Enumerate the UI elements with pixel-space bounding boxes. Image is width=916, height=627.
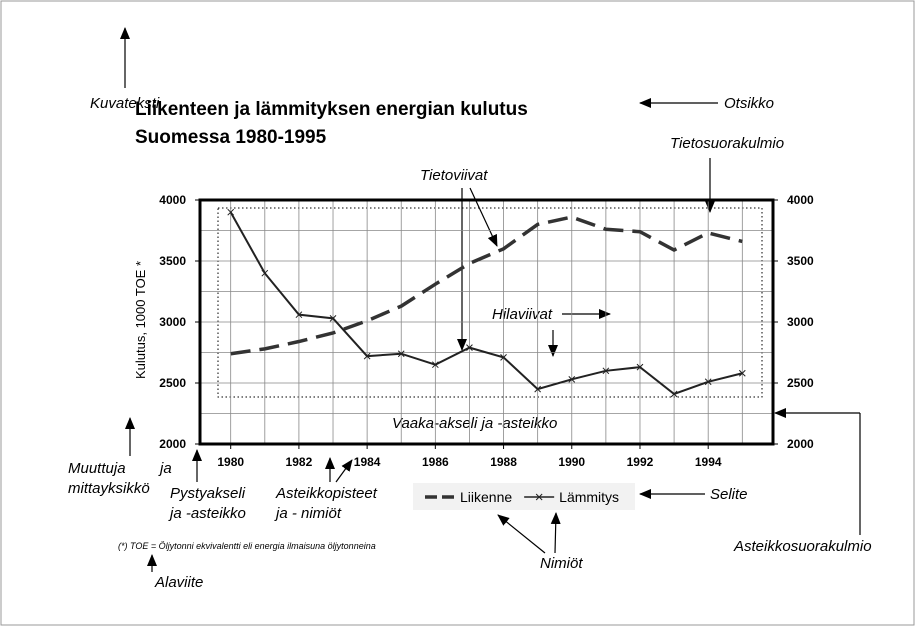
annotation: ja - nimiöt	[274, 505, 342, 522]
y-label: Kulutus, 1000 TOE *	[133, 261, 148, 379]
y-tick-label: 3500	[159, 254, 186, 268]
y-tick-label: 3000	[159, 315, 186, 329]
y2-tick-label: 3000	[787, 315, 814, 329]
y-tick-label: 4000	[159, 193, 186, 207]
point-marker	[704, 378, 712, 386]
y2-tick-label: 2000	[787, 437, 814, 451]
plot-border	[198, 198, 775, 446]
point-marker	[227, 208, 235, 216]
x-tick-label: 1986	[422, 455, 449, 469]
point-marker	[500, 354, 507, 361]
x-tick-label: 1992	[627, 455, 654, 469]
texts: Liikenteen ja lämmityksen energian kulut…	[68, 95, 872, 591]
annotation: ja -asteikko	[168, 505, 246, 522]
series-line	[229, 211, 743, 396]
point-marker	[295, 311, 303, 319]
annotation: Nimiöt	[540, 555, 583, 572]
point-marker	[329, 314, 337, 322]
point-marker	[261, 269, 269, 277]
title: Suomessa 1980-1995	[135, 127, 327, 148]
x-tick-label: 1980	[217, 455, 244, 469]
point-marker	[738, 369, 746, 377]
y-tick-label: 2000	[159, 437, 186, 451]
series-line	[230, 215, 743, 356]
point-marker	[636, 363, 644, 371]
annotation: Alaviite	[154, 574, 203, 591]
title: Liikenteen ja lämmityksen energian kulut…	[135, 99, 528, 120]
annotation: mittayksikkö	[68, 480, 150, 497]
x-tick-label: 1984	[354, 455, 381, 469]
point-marker	[670, 390, 678, 398]
annotation: Asteikkopisteet	[275, 485, 378, 502]
annotation: Pystyakseli	[170, 485, 246, 502]
annotation: Hilaviivat	[492, 306, 553, 323]
y2-tick-label: 2500	[787, 376, 814, 390]
annotation: Asteikkosuorakulmio	[733, 538, 872, 555]
annotation: ja	[158, 460, 172, 477]
point-marker	[431, 361, 439, 369]
y2-tick-label: 3500	[787, 254, 814, 268]
point-marker	[568, 375, 576, 383]
annotation: Kuvateksti	[90, 95, 160, 112]
annotation: Selite	[710, 486, 748, 503]
y-tick-label: 2500	[159, 376, 186, 390]
annotation: Tietoviivat	[420, 167, 488, 184]
annotation: Otsikko	[724, 95, 774, 112]
y2-tick-label: 4000	[787, 193, 814, 207]
data-rectangle	[217, 207, 763, 398]
legend-label: Lämmitys	[559, 489, 619, 505]
point-marker	[534, 385, 542, 393]
point-marker	[363, 352, 371, 360]
annotation: Vaaka-akseli ja -asteikko	[392, 415, 557, 432]
point-marker	[466, 344, 473, 351]
x-tick-label: 1994	[695, 455, 722, 469]
annotation: Tietosuorakulmio	[670, 135, 784, 152]
x-tick-label: 1982	[286, 455, 313, 469]
x-tick-label: 1988	[490, 455, 517, 469]
legend-marker	[535, 493, 543, 501]
point-marker	[602, 367, 610, 375]
x-tick-label: 1990	[558, 455, 585, 469]
point-marker	[397, 350, 405, 358]
annotation: Muuttuja	[68, 460, 126, 477]
footnote: (*) TOE = Öljytonni ekvivalentti eli ene…	[118, 541, 376, 551]
legend-label: Liikenne	[460, 489, 512, 505]
